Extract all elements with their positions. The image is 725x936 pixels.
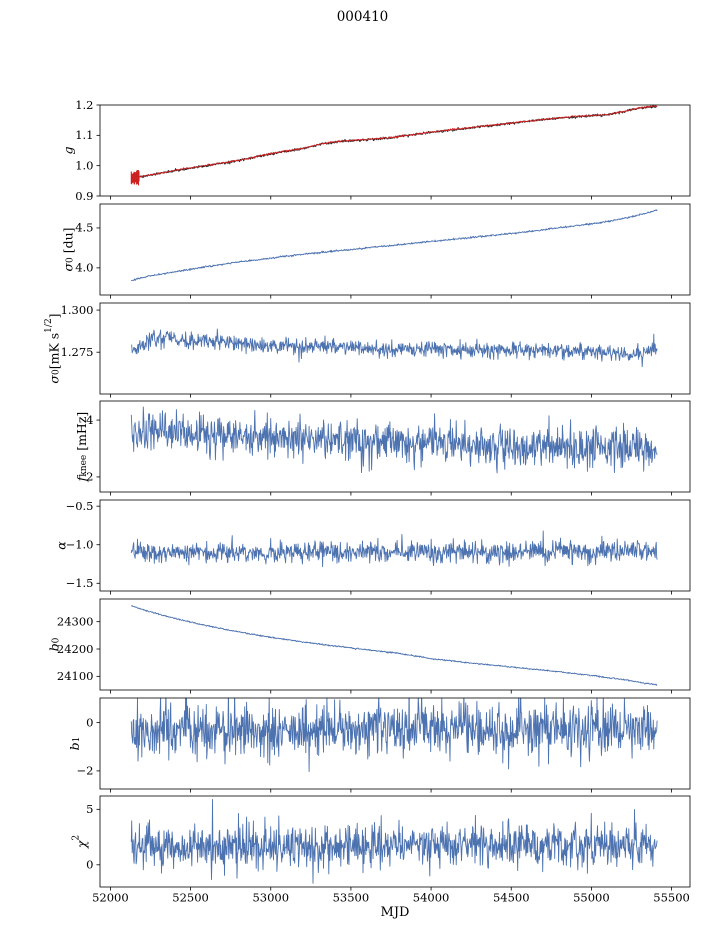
panel-chi2: 0 5 52000 52500 53000 53500 54000 54500 55000 555… — [72, 795, 691, 905]
x-tick-label: 55500 — [653, 891, 690, 905]
y-tick-label: 1.2 — [75, 98, 93, 112]
series-line-alpha — [130, 530, 658, 568]
axes-frame — [99, 499, 691, 592]
y-tick-label: 24300 — [57, 614, 94, 628]
x-tick-label: 52000 — [92, 891, 129, 905]
axes-frame — [99, 598, 691, 691]
series-line-sigma0-mks — [131, 328, 658, 368]
panel-b1: −2 0b1 — [67, 697, 691, 793]
y-axis-label-b1: b1 — [67, 737, 83, 751]
series-line-b1 — [130, 698, 658, 772]
y-tick-label: 0 — [86, 858, 93, 872]
y-tick-label: 24200 — [57, 642, 94, 656]
panel-alpha: −1.5 −1.0 −0.5 α — [53, 499, 691, 595]
y-tick-label: −2 — [77, 764, 94, 778]
y-tick-label: 2 — [86, 470, 93, 484]
y-tick-label: −0.5 — [66, 499, 94, 513]
y-tick-label: 4.0 — [75, 261, 93, 275]
series-line-g-model-fit — [130, 105, 658, 180]
y-axis-label-alpha: α — [53, 541, 68, 550]
axes-frame — [99, 302, 691, 395]
x-axis-label: MJD — [380, 905, 410, 920]
series-line-b0 — [130, 605, 658, 686]
axes-frame — [99, 104, 691, 197]
axes-frame — [99, 697, 691, 790]
figure-title: 000410 — [336, 9, 389, 25]
x-tick-label: 53000 — [252, 891, 289, 905]
x-tick-label: 54000 — [413, 891, 450, 905]
y-axis-label-sigma0_du: σ0 [du] — [60, 227, 76, 271]
series-line-f-knee — [130, 406, 658, 474]
y-tick-label: 24100 — [57, 669, 94, 683]
axes-frame — [99, 203, 691, 296]
y-tick-label: 0 — [86, 715, 93, 729]
y-tick-label: 0.9 — [75, 189, 93, 203]
y-tick-label: −1.0 — [66, 538, 94, 552]
y-tick-label: 5 — [86, 802, 93, 816]
x-tick-label: 55000 — [573, 891, 610, 905]
y-tick-label: 1.0 — [75, 158, 93, 172]
panel-sigma0_du: 4.0 4.5σ0 [du] — [60, 203, 691, 299]
y-axis-label-g: g — [60, 146, 75, 154]
x-tick-label: 53500 — [333, 891, 370, 905]
y-tick-label: 4 — [86, 413, 93, 427]
y-axis-label-f_knee: fknee [mHz] — [74, 412, 90, 483]
y-axis-label-chi2: χ2 — [72, 835, 89, 849]
series-line-chi2 — [130, 798, 658, 884]
y-tick-label: 1.1 — [75, 128, 93, 142]
series-line-sigma0-du — [130, 209, 658, 282]
axes-frame — [99, 795, 691, 888]
panel-g: 0.9 1.0 1.1 1.2 g — [60, 98, 691, 203]
panel-b0: 24100 24200 24300 b0 — [46, 598, 691, 694]
axes-frame — [99, 400, 691, 493]
y-tick-label: 1.300 — [61, 303, 94, 317]
y-axis-label-sigma0_mks: σ0[mK s1/2] — [44, 313, 62, 383]
y-axis-label-b0: b0 — [46, 637, 62, 651]
x-tick-label: 52500 — [172, 891, 209, 905]
y-tick-label: −1.5 — [66, 576, 94, 590]
y-tick-label: 1.275 — [61, 345, 94, 359]
x-tick-label: 54500 — [493, 891, 530, 905]
y-tick-label: 4.5 — [75, 221, 93, 235]
